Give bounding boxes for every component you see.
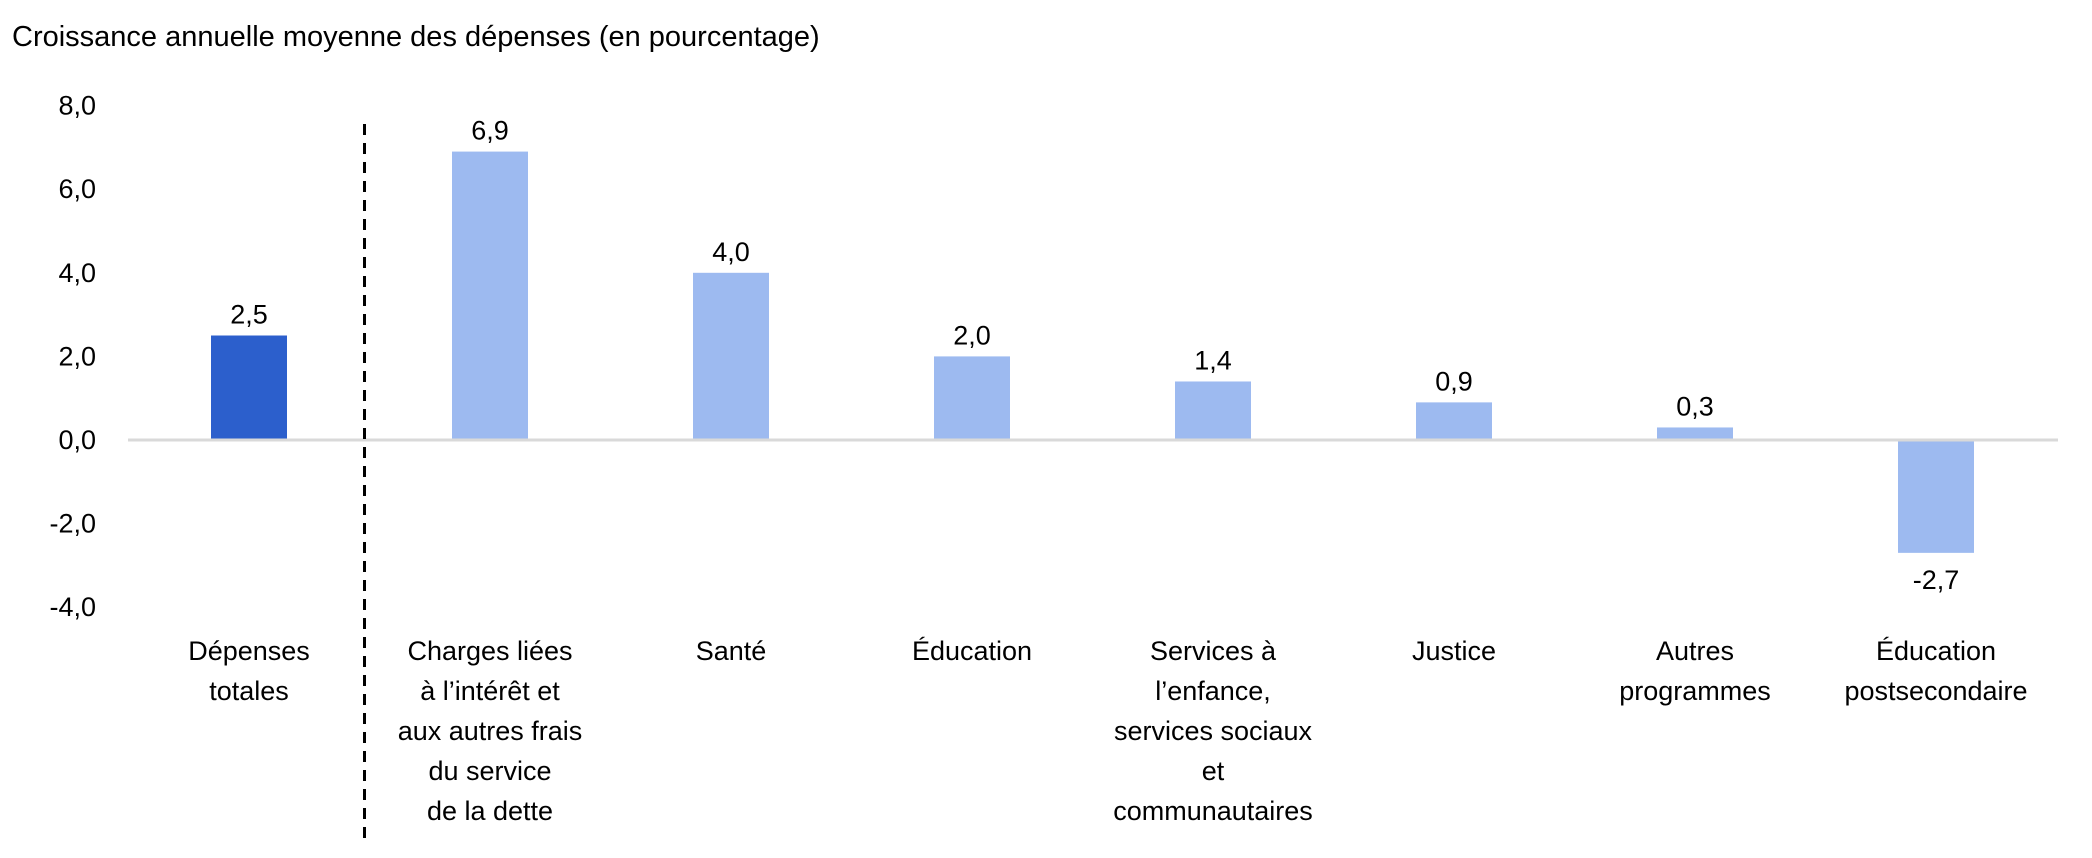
x-tick-label-line: du service bbox=[428, 756, 551, 786]
x-tick-label-line: Justice bbox=[1412, 636, 1496, 666]
y-tick-label: 0,0 bbox=[58, 425, 96, 455]
data-label: 6,9 bbox=[471, 116, 509, 146]
x-tick-label: Éducation postsecondaire bbox=[1844, 636, 2027, 706]
x-tick-label-line: Autres bbox=[1656, 636, 1734, 666]
x-tick-label-line: aux autres frais bbox=[398, 716, 583, 746]
bar bbox=[211, 335, 287, 440]
x-tick-label: Charges liées à l’intérêt et aux autres fr… bbox=[398, 636, 583, 826]
y-tick-label: 8,0 bbox=[58, 91, 96, 121]
x-tick-label: Justice bbox=[1412, 636, 1496, 666]
x-tick-label-line: à l’intérêt et bbox=[420, 676, 560, 706]
x-tick-label: Dépenses totales bbox=[188, 636, 310, 706]
data-label: 4,0 bbox=[712, 237, 750, 267]
data-label: 0,3 bbox=[1676, 391, 1714, 421]
y-tick-label: -4,0 bbox=[49, 592, 96, 622]
x-tick-label-line: Services à bbox=[1150, 636, 1277, 666]
x-tick-label-line: communautaires bbox=[1113, 796, 1313, 826]
data-label: 0,9 bbox=[1435, 366, 1473, 396]
bar bbox=[693, 272, 769, 440]
x-tick-label: Éducation bbox=[912, 636, 1032, 666]
bars bbox=[211, 151, 1974, 553]
x-tick-label-line: l’enfance, bbox=[1155, 676, 1271, 706]
bar bbox=[934, 356, 1010, 440]
data-label: 2,0 bbox=[953, 320, 991, 350]
bar bbox=[1657, 427, 1733, 440]
data-label: 2,5 bbox=[230, 300, 268, 330]
bar bbox=[1898, 440, 1974, 553]
x-tick-label-line: Dépenses bbox=[188, 636, 310, 666]
x-tick-label: Autres programmes bbox=[1619, 636, 1771, 706]
y-axis: 8,0 6,0 4,0 2,0 0,0 -2,0 -4,0 bbox=[49, 91, 96, 623]
value-labels: 2,5 6,9 4,0 2,0 1,4 0,9 0,3 -2,7 bbox=[230, 116, 1959, 595]
x-tick-label-line: totales bbox=[209, 676, 289, 706]
data-label: -2,7 bbox=[1913, 565, 1960, 595]
x-tick-label-line: programmes bbox=[1619, 676, 1771, 706]
x-tick-label-line: Éducation bbox=[912, 636, 1032, 666]
chart-title: Croissance annuelle moyenne des dépenses… bbox=[12, 21, 820, 53]
y-tick-label: 4,0 bbox=[58, 258, 96, 288]
x-tick-label-line: Éducation bbox=[1876, 636, 1996, 666]
x-axis: Dépenses totales Charges liées à l’intérêt … bbox=[128, 124, 2058, 838]
y-tick-label: 2,0 bbox=[58, 341, 96, 371]
x-tick-label-line: et bbox=[1202, 756, 1225, 786]
bar bbox=[1175, 381, 1251, 440]
data-label: 1,4 bbox=[1194, 345, 1232, 375]
x-tick-label-line: Santé bbox=[696, 636, 767, 666]
x-tick-label: Santé bbox=[696, 636, 767, 666]
x-tick-label-line: postsecondaire bbox=[1844, 676, 2027, 706]
bar bbox=[452, 151, 528, 440]
x-tick-label-line: Charges liées bbox=[407, 636, 572, 666]
x-tick-label: Services à l’enfance, services sociaux et co… bbox=[1113, 636, 1313, 826]
y-tick-label: 6,0 bbox=[58, 174, 96, 204]
bar bbox=[1416, 402, 1492, 440]
x-tick-label-line: de la dette bbox=[427, 796, 553, 826]
y-tick-label: -2,0 bbox=[49, 509, 96, 539]
x-tick-label-line: services sociaux bbox=[1114, 716, 1313, 746]
